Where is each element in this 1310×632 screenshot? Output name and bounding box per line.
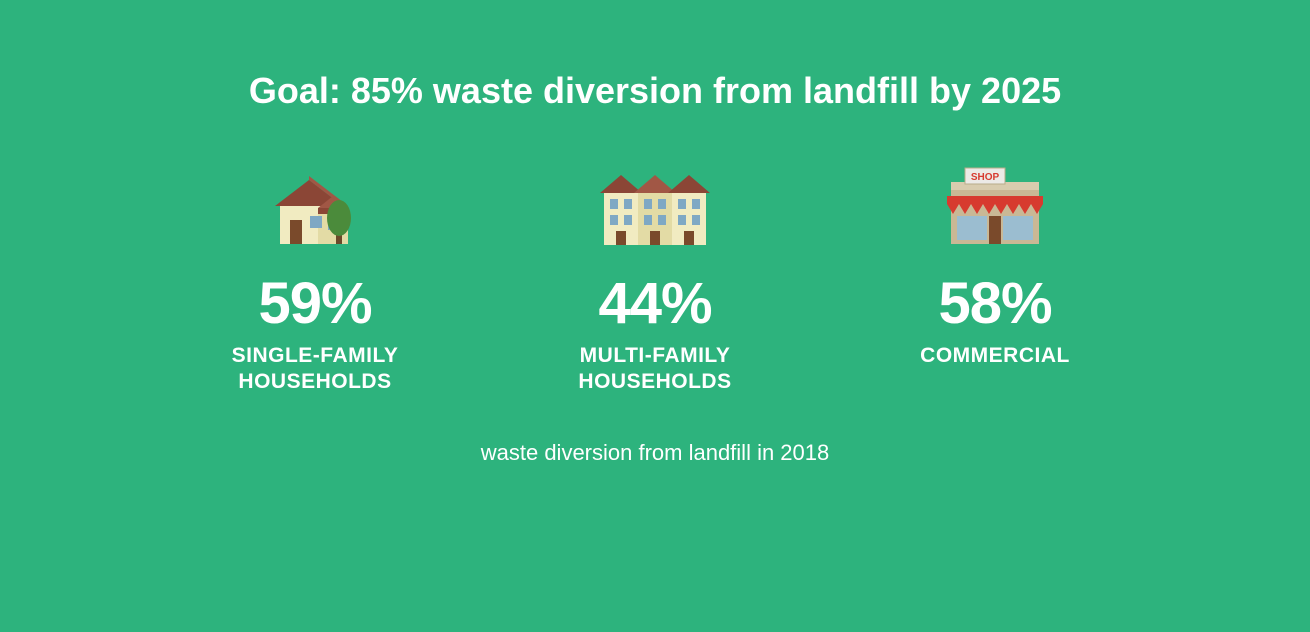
stat-label: COMMERCIAL	[920, 343, 1070, 369]
house-icon	[260, 152, 370, 252]
shop-icon: SHOP	[935, 152, 1055, 252]
stat-percent: 44%	[598, 270, 711, 337]
stat-single-family: 59% SINGLE-FAMILY HOUSEHOLDS	[195, 152, 435, 396]
title: Goal: 85% waste diversion from landfill …	[249, 70, 1061, 112]
infographic-panel: Goal: 85% waste diversion from landfill …	[0, 0, 1310, 632]
apartment-icon	[590, 152, 720, 252]
stat-label: SINGLE-FAMILY HOUSEHOLDS	[195, 343, 435, 396]
stat-percent: 58%	[938, 270, 1051, 337]
stat-multi-family: 44% MULTI-FAMILY HOUSEHOLDS	[535, 152, 775, 396]
subtitle: waste diversion from landfill in 2018	[481, 440, 830, 466]
stat-label: MULTI-FAMILY HOUSEHOLDS	[535, 343, 775, 396]
svg-text:SHOP: SHOP	[971, 172, 1000, 183]
stats-row: 59% SINGLE-FAMILY HOUSEHOLDS	[195, 152, 1115, 396]
stat-commercial: SHOP	[875, 152, 1115, 396]
stat-percent: 59%	[258, 270, 371, 337]
